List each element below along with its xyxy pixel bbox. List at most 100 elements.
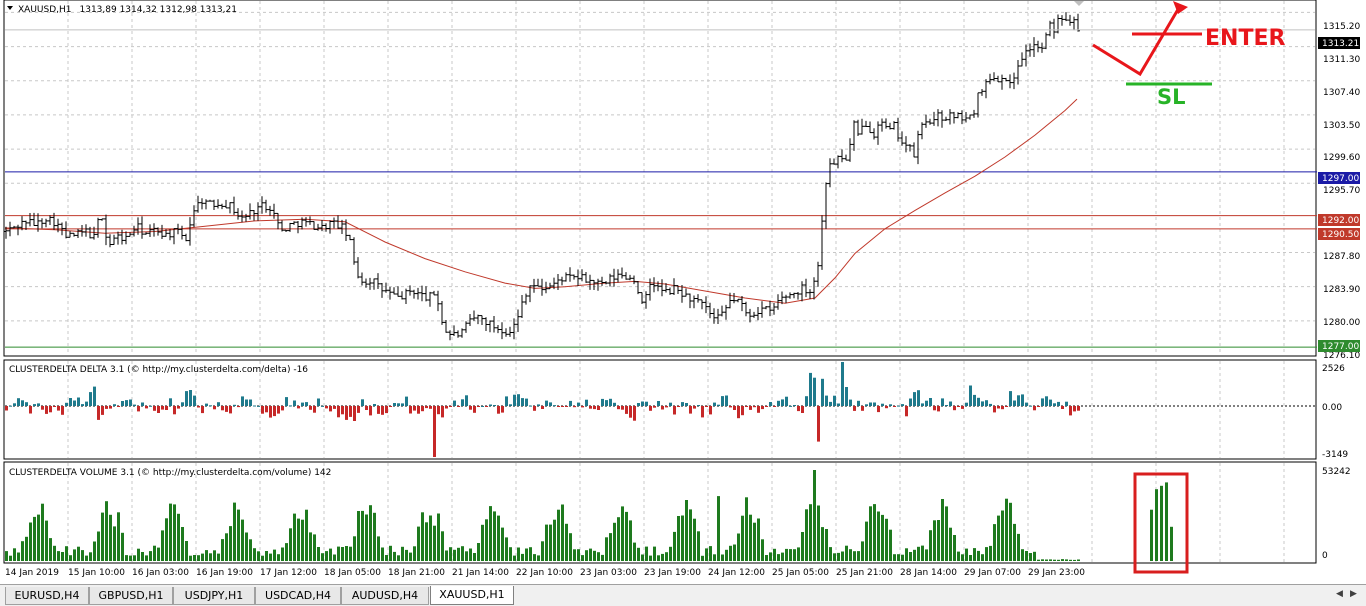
volume-bar	[913, 549, 916, 561]
time-axis[interactable]: 14 Jan 2019 15 Jan 10:00 16 Jan 03:00 16…	[5, 568, 1085, 578]
main-grid	[5, 1, 1315, 355]
delta-bar	[1041, 398, 1044, 406]
delta-bar	[661, 406, 664, 410]
tab-audusd-h4[interactable]: AUDUSD,H4	[341, 587, 429, 605]
volume-bar	[845, 545, 848, 561]
main-title: XAUUSD,H1 1313,89 1314,32 1312,98 1313,21	[18, 5, 237, 15]
delta-bar	[285, 397, 288, 406]
delta-bar	[401, 403, 404, 406]
chart-menu-icon[interactable]	[7, 6, 13, 10]
volume-bar	[265, 551, 268, 561]
volume-bar	[309, 532, 312, 561]
volume-bar	[793, 549, 796, 561]
price-axis[interactable]: 1315.20 1311.30 1307.40 1303.50 1299.60 …	[1318, 22, 1360, 361]
volume-bar	[49, 538, 52, 561]
delta-bar	[181, 402, 184, 406]
delta-bar	[509, 404, 512, 406]
delta-bar	[381, 406, 384, 415]
delta-bar	[613, 402, 616, 406]
volume-bar	[217, 553, 220, 561]
delta-bar	[1017, 395, 1020, 406]
delta-bar	[577, 402, 580, 406]
tab-scroll-right-icon[interactable]: ▶	[1350, 589, 1357, 599]
volume-bar	[869, 506, 872, 561]
delta-bar	[677, 406, 680, 407]
main-panel-border	[3, 0, 1317, 357]
volume-highlight-box	[1133, 472, 1189, 574]
arrow-up-icon	[1173, 1, 1188, 14]
delta-bar	[953, 406, 956, 411]
volume-bar	[517, 547, 520, 561]
volume-bar	[989, 545, 992, 561]
delta-bar	[1037, 406, 1040, 407]
volume-bar	[553, 519, 556, 561]
volume-bar	[893, 554, 896, 561]
delta-bar	[949, 401, 952, 406]
volume-bar	[101, 512, 104, 561]
delta-bar	[605, 400, 608, 406]
delta-bar	[817, 406, 820, 442]
volume-bar	[849, 549, 852, 561]
volume-bar	[789, 549, 792, 561]
delta-bar	[153, 406, 156, 411]
delta-bar	[621, 406, 624, 410]
volume-bar	[477, 543, 480, 561]
delta-bar	[409, 406, 412, 414]
volume-bar	[141, 552, 144, 561]
delta-bar	[477, 406, 480, 407]
volume-bar	[653, 546, 656, 561]
candlestick-series	[4, 12, 1315, 341]
tab-xauusd-h1[interactable]: XAUUSD,H1	[430, 586, 514, 605]
delta-bar	[289, 405, 292, 407]
chart-canvas[interactable]: ENTER SL XAUUSD,H1 1313,89 1314,32 1312,9…	[0, 0, 1366, 584]
delta-bar	[373, 404, 376, 406]
shift-marker-icon[interactable]	[1074, 1, 1084, 6]
time-label: 28 Jan 14:00	[900, 568, 957, 578]
delta-bar	[873, 402, 876, 406]
delta-bar	[501, 406, 504, 413]
delta-bar	[17, 398, 20, 406]
volume-bar	[245, 532, 248, 561]
delta-bar	[269, 406, 272, 418]
delta-bar	[73, 400, 76, 406]
delta-bar	[853, 406, 856, 411]
delta-bar	[361, 399, 364, 406]
delta-bar	[937, 406, 940, 412]
delta-bar	[225, 406, 228, 412]
delta-bar	[693, 406, 696, 409]
volume-bar	[749, 514, 752, 561]
volume-bar-series	[5, 470, 1173, 561]
level-label: 1290.50	[1322, 230, 1359, 240]
volume-bar	[177, 513, 180, 561]
tab-usdjpy-h1[interactable]: USDJPY,H1	[173, 587, 255, 605]
delta-bar	[193, 395, 196, 406]
volume-bar	[993, 524, 996, 561]
delta-bar	[553, 405, 556, 407]
horizontal-levels	[5, 171, 1317, 348]
delta-bar	[1033, 406, 1036, 411]
delta-bar	[697, 405, 700, 406]
volume-bar	[153, 545, 156, 561]
delta-bar	[801, 406, 804, 413]
level-label: 1277.00	[1322, 342, 1359, 352]
tab-gbpusd-h1[interactable]: GBPUSD,H1	[89, 587, 173, 605]
volume-bar	[345, 546, 348, 561]
volume-bar	[973, 548, 976, 561]
delta-bar	[77, 397, 80, 406]
volume-bar	[813, 470, 816, 561]
volume-bar	[301, 519, 304, 561]
tab-scroll-left-icon[interactable]: ◀	[1336, 589, 1343, 599]
delta-bar	[701, 406, 704, 418]
delta-bar	[365, 406, 368, 410]
time-label: 18 Jan 21:00	[388, 568, 445, 578]
delta-bar	[869, 402, 872, 406]
tab-eurusd-h4[interactable]: EURUSD,H4	[5, 587, 89, 605]
current-price-badge	[1318, 37, 1360, 49]
volume-bar	[61, 552, 64, 561]
delta-bar	[141, 402, 144, 406]
volume-bar	[1041, 559, 1044, 561]
tab-usdcad-h4[interactable]: USDCAD,H4	[255, 587, 341, 605]
volume-bar	[445, 550, 448, 561]
delta-bar	[625, 406, 628, 414]
